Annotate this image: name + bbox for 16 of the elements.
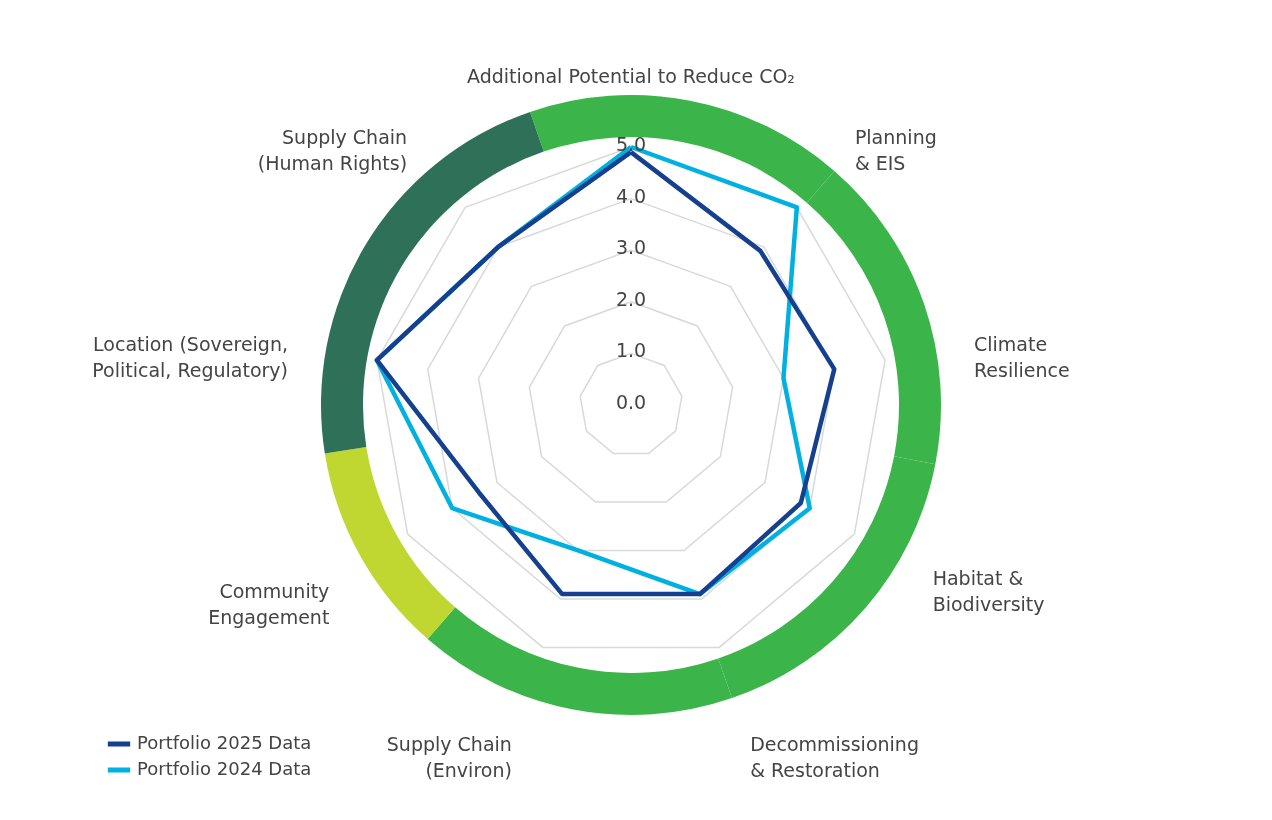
y-tick-label: 4.0 (615, 184, 647, 207)
spoke-label: Location (Sovereign, Political, Regulatory) (92, 332, 288, 381)
y-tick-label: 1.0 (615, 339, 647, 362)
spoke-label: Climate Resilience (974, 332, 1070, 381)
y-tick-label: 0.0 (615, 391, 647, 413)
spoke-label: Community Engagement (208, 580, 330, 629)
spoke-label: Supply Chain (Environ) (386, 733, 512, 782)
legend-label: Portfolio 2025 Data (137, 732, 312, 753)
spoke-label: Planning & EIS (854, 126, 937, 175)
spoke-label: Decommissioning & Restoration (750, 733, 919, 782)
y-tick-label: 2.0 (615, 287, 647, 310)
spoke-label: Supply Chain (Human Rights) (257, 126, 408, 175)
spoke-label: Habitat & Biodiversity (932, 567, 1045, 616)
legend-label: Portfolio 2024 Data (137, 758, 312, 779)
spoke-label: Additional Potential to Reduce CO₂ (467, 65, 795, 88)
y-tick-label: 3.0 (615, 236, 647, 259)
